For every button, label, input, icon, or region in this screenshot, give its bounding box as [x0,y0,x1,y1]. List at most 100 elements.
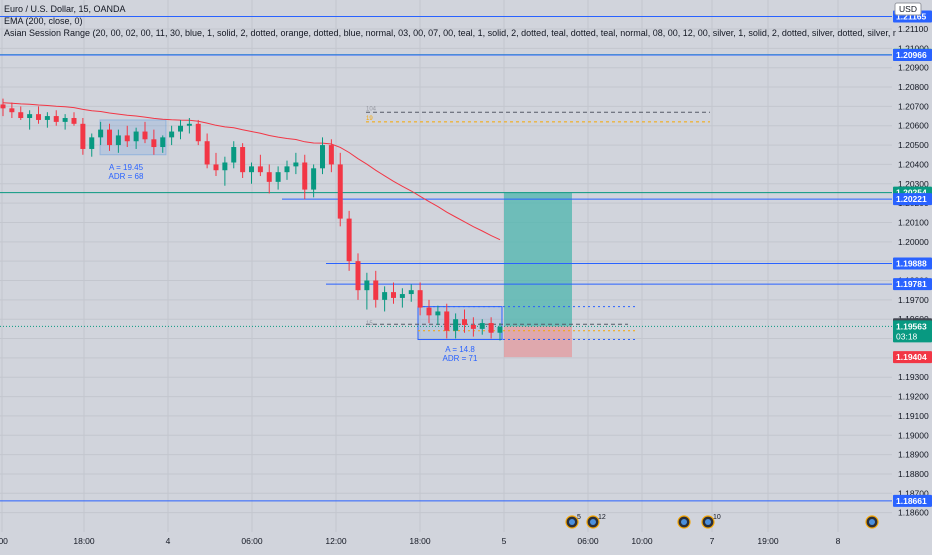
asia-adr-label: ADR = 71 [443,354,478,363]
candle-body [18,112,24,119]
price-axis-bg [892,0,932,550]
price-label-bg [893,48,932,61]
y-tick-label: 1.20000 [898,237,929,247]
candle-body [435,311,441,316]
candle-body [373,280,379,300]
last-price-label: 1.19563 [896,321,927,331]
candle-body [426,307,432,316]
ema-legend[interactable]: EMA (200, close, 0) [4,16,83,26]
price-axis[interactable]: 1.21100 1.21000 1.20900 1.20800 1.20700 1.206… [892,0,932,550]
grid [0,0,892,532]
candle-body [382,292,388,300]
y-tick-label: 1.18800 [898,469,929,479]
time-axis[interactable]: :00 18:00 4 06:00 12:00 18:00 5 06:00 10:00 7 19:0… [0,532,892,550]
y-tick-label: 1.20700 [898,101,929,111]
candle-body [328,145,334,165]
currency-badge: USD [899,4,917,14]
asia-range-label: A = 14.8 [445,345,475,354]
x-tick-label: 06:00 [577,536,599,546]
candle-body [53,116,59,122]
price-label: 1.19888 [896,258,927,268]
candle-body [133,131,139,142]
price-label-bg [893,278,932,291]
candle-body [89,137,95,149]
ema-200-line [2,102,501,241]
currency-badge-bg [894,2,922,16]
candle-body [320,145,325,169]
candle-body [169,131,175,138]
candle-body [195,123,201,142]
y-tick-label: 1.20900 [898,63,929,73]
candle-body [9,108,15,113]
price-label: 1.19404 [896,352,927,362]
candle-body [293,162,299,167]
y-tick-label: 1.20600 [898,121,929,131]
position-loss-zone [504,326,572,358]
y-tick-label: 1.21100 [898,24,928,34]
candle-body [186,123,192,126]
horizontal-levels[interactable] [0,15,892,502]
price-label: 1.20221 [896,194,927,204]
x-tick-label: 18:00 [73,536,95,546]
price-label: 1.20254 [896,188,927,198]
time-axis-bg [0,532,892,550]
candle-body [142,131,148,140]
candle-body [44,116,50,120]
event-marker-dot [869,519,875,525]
candle-body [204,141,210,165]
candle-body [408,290,414,295]
candle-body [222,162,228,171]
countdown-label: 03:18 [896,331,918,341]
candle-body [275,172,281,182]
small-mark: 19 [366,116,373,122]
candle-body [488,323,494,333]
x-tick-label: 19:00 [757,536,779,546]
y-tick-label: 1.20500 [898,140,929,150]
candle-body [115,135,121,146]
candle-body [284,166,290,173]
candle-body [497,326,503,333]
candle-body [444,311,450,331]
candle-body [302,162,308,190]
candle-body [311,168,317,190]
small-mark: 15 [366,321,373,327]
candle-body [160,137,166,148]
x-tick-label: 5 [502,536,507,546]
position-profit-zone [504,192,572,327]
event-marker-dot [705,519,711,525]
event-markers[interactable]: 5 12 10 [565,514,879,529]
x-tick-label: 12:00 [325,536,347,546]
candle-body [417,290,423,308]
candle-body [240,147,246,173]
asia-range-box [417,306,503,341]
candle-body [346,218,352,262]
y-tick-label: 1.20800 [898,82,929,92]
candle-body [36,114,41,120]
candle-body [107,129,112,146]
y-tick-label: 1.21000 [898,43,929,53]
price-label-bg [893,494,932,507]
price-label-bg [893,193,932,206]
candle-body [213,164,219,171]
price-label: 1.20966 [896,50,927,60]
candle-body [80,123,86,149]
asian-session-legend[interactable]: Asian Session Range (20, 00, 02, 00, 11,… [4,28,896,38]
chart-title: Euro / U.S. Dollar, 15, OANDA [4,4,126,14]
y-tick-label: 1.18700 [898,488,929,498]
y-tick-label: 1.20100 [898,217,929,227]
candle-body [337,164,343,219]
price-label: 1.18661 [896,496,927,506]
candle-body [124,135,130,142]
event-marker-dot [590,519,596,525]
y-tick-label: 1.19200 [898,392,929,402]
price-label-bg [893,257,932,270]
event-count: 5 [577,514,581,521]
y-tick-label: 1.19300 [898,372,929,382]
plot-area [0,0,892,532]
candle-body [231,147,237,163]
price-label: 1.19781 [896,279,927,289]
x-tick-label: 8 [836,536,841,546]
y-tick-label: 1.19000 [898,430,929,440]
